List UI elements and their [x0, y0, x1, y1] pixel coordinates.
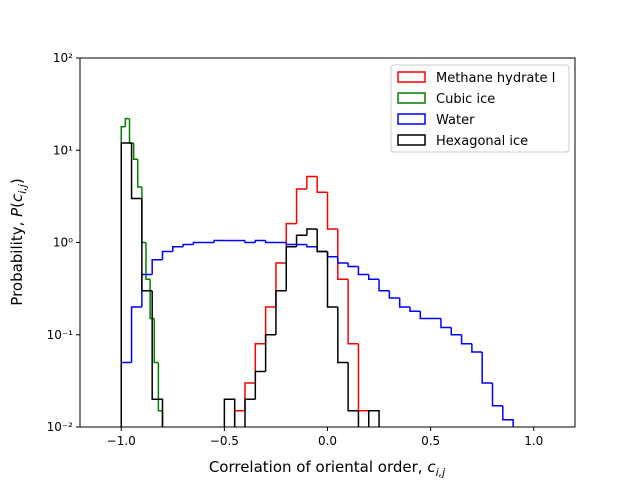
x-label-text: Correlation of oriental order, — [209, 458, 428, 476]
histogram-step — [450, 327, 462, 336]
histogram-step — [254, 370, 266, 400]
histogram-step — [130, 142, 142, 200]
histogram-step — [264, 334, 276, 372]
histogram-step — [347, 279, 359, 345]
histogram-step — [124, 117, 130, 127]
histogram-step — [337, 256, 349, 264]
histogram-step — [378, 279, 390, 292]
histogram-step — [120, 142, 132, 427]
x-tick-label: −1.0 — [107, 434, 136, 448]
histogram-step — [161, 250, 173, 260]
y-tick-label: 10⁻² — [47, 420, 74, 434]
y-label-var: P — [8, 207, 26, 217]
histogram-step — [347, 262, 359, 268]
histogram-step — [153, 318, 159, 364]
histogram-step — [182, 243, 194, 247]
histogram-step — [295, 188, 307, 224]
histogram-step — [368, 410, 380, 427]
legend-swatch — [397, 134, 426, 146]
y-tick-label: 10² — [53, 51, 73, 65]
histogram-step — [491, 382, 503, 407]
y-tick-label: 10¹ — [53, 143, 73, 157]
y-label-paren: ) — [8, 178, 26, 184]
histogram-step — [460, 334, 472, 345]
histogram-step — [285, 242, 297, 246]
plot-area — [120, 117, 514, 427]
histogram-step — [440, 318, 452, 329]
histogram-step — [502, 405, 514, 427]
histogram-step — [145, 242, 151, 280]
x-axis-label: Correlation of oriental order, ci,j — [209, 458, 446, 479]
histogram-step — [172, 245, 184, 252]
histogram-step — [151, 259, 163, 275]
x-tick-label: 0.0 — [318, 434, 337, 448]
legend-swatch — [397, 92, 426, 104]
histogram-step — [337, 229, 349, 280]
histogram-step — [254, 239, 266, 243]
histogram-step — [192, 241, 204, 245]
histogram-step — [316, 229, 328, 253]
x-tick-label: 0.5 — [421, 434, 440, 448]
y-label-text: Probability, — [8, 217, 26, 306]
histogram-step — [285, 245, 297, 291]
legend-label: Water — [436, 113, 475, 128]
histogram-step — [264, 240, 276, 244]
legend-label: Cubic ice — [436, 92, 495, 107]
histogram-step — [244, 398, 256, 427]
histogram-step — [347, 362, 360, 427]
histogram-step — [295, 234, 307, 247]
y-axis-label: Probability, P(ci,j) — [8, 178, 29, 305]
histogram-step — [141, 198, 153, 292]
histogram-step — [132, 142, 138, 160]
histogram-step — [151, 290, 164, 427]
histogram-step — [398, 298, 410, 308]
y-label-var: c — [8, 193, 26, 202]
histogram-step — [254, 342, 266, 383]
legend-label: Methane hydrate I — [436, 71, 555, 86]
y-label-sub: i,j — [16, 183, 29, 194]
legend-swatch — [397, 113, 426, 125]
histogram-step — [137, 159, 142, 188]
histogram-step — [306, 244, 318, 248]
legend-box — [390, 64, 570, 153]
histogram-step — [388, 290, 400, 299]
x-label-sub: i,j — [436, 466, 447, 479]
histogram-step — [213, 239, 225, 243]
histogram-step — [326, 251, 338, 308]
histogram-step — [471, 343, 483, 353]
legend-swatch — [397, 71, 426, 83]
histogram-step — [130, 306, 142, 363]
histogram-step — [419, 311, 431, 320]
histogram-step — [223, 398, 236, 427]
histogram-step — [357, 266, 369, 276]
y-tick-label: 10⁰ — [53, 236, 73, 250]
histogram-step — [275, 289, 287, 335]
x-label-var: c — [427, 458, 436, 476]
y-label-paren: ( — [8, 202, 26, 208]
y-tick-label: 10⁻¹ — [47, 328, 74, 342]
histogram-step — [326, 192, 338, 230]
histogram-step — [316, 176, 328, 194]
histogram-step — [368, 274, 380, 280]
histogram-step — [264, 306, 276, 344]
legend-label: Hexagonal ice — [436, 134, 528, 149]
histogram-step — [244, 240, 256, 244]
histogram-step — [337, 306, 349, 364]
axes-frame — [79, 57, 576, 428]
histogram-step — [481, 352, 493, 384]
histogram-step — [409, 306, 421, 312]
x-tick-label: 1.0 — [524, 434, 543, 448]
x-tick-label: −0.5 — [210, 434, 239, 448]
histogram-step — [306, 175, 318, 190]
histogram-step — [306, 228, 318, 236]
